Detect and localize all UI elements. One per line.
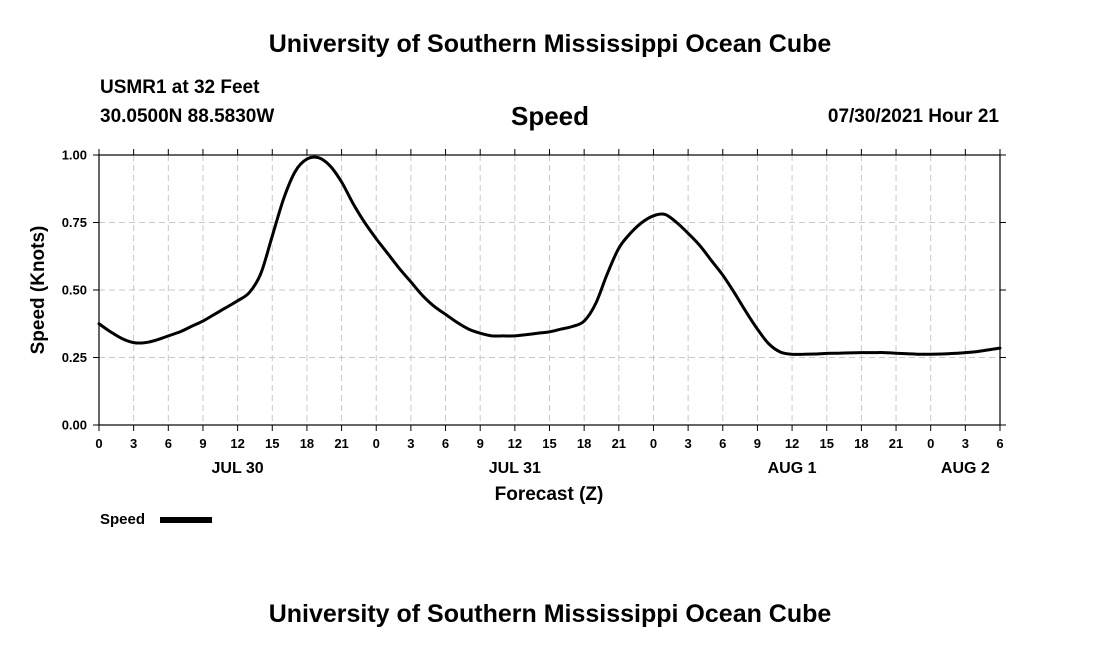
station-label: USMR1 at 32 Feet (100, 77, 260, 98)
station-coordinates: 30.0500N 88.5830W (100, 106, 275, 127)
day-label: JUL 30 (212, 460, 264, 477)
y-tick-label: 0.25 (62, 350, 87, 365)
x-tick-label: 3 (130, 436, 137, 451)
x-tick-label: 15 (265, 436, 279, 451)
x-tick-label: 6 (996, 436, 1003, 451)
x-tick-label: 0 (95, 436, 102, 451)
x-tick-label: 18 (854, 436, 868, 451)
x-tick-label: 6 (719, 436, 726, 451)
page-title-top: University of Southern Mississippi Ocean… (268, 30, 832, 58)
x-tick-label: 18 (300, 436, 314, 451)
axis-ticks: 0.00 0.25 0.50 0.75 1.00 0 3 6 9 12 15 18 21 0 3 6 9 12 15… (62, 148, 1006, 477)
x-axis-title: Forecast (Z) (495, 484, 604, 505)
x-tick-label: 12 (785, 436, 799, 451)
x-tick-label: 9 (754, 436, 761, 451)
x-tick-label: 18 (577, 436, 591, 451)
day-label: AUG 1 (768, 460, 817, 477)
legend: Speed (100, 511, 212, 528)
x-tick-label: 0 (927, 436, 934, 451)
y-tick-label: 0.75 (62, 215, 87, 230)
y-tick-label: 0.00 (62, 418, 87, 433)
page-title-bottom: University of Southern Mississippi Ocean… (268, 600, 832, 628)
chart-grid (99, 155, 1000, 425)
x-tick-label: 21 (334, 436, 348, 451)
x-tick-label: 15 (542, 436, 556, 451)
forecast-datetime: 07/30/2021 Hour 21 (827, 106, 999, 127)
x-tick-label: 15 (819, 436, 833, 451)
x-tick-label: 3 (684, 436, 691, 451)
chart-title: Speed (510, 101, 590, 131)
x-tick-label: 21 (889, 436, 903, 451)
y-tick-label: 0.50 (62, 283, 87, 298)
day-label: AUG 2 (941, 460, 990, 477)
x-tick-label: 6 (442, 436, 449, 451)
x-tick-label: 3 (962, 436, 969, 451)
x-tick-label: 12 (508, 436, 522, 451)
y-tick-label: 1.00 (62, 148, 87, 163)
x-tick-label: 9 (199, 436, 206, 451)
speed-series-line (97, 155, 1002, 356)
x-tick-label: 9 (477, 436, 484, 451)
x-tick-label: 3 (407, 436, 414, 451)
x-tick-label: 12 (230, 436, 244, 451)
legend-label: Speed (100, 511, 145, 528)
y-axis-title: Speed (Knots) (28, 226, 49, 355)
x-tick-label: 21 (612, 436, 626, 451)
x-tick-label: 0 (650, 436, 657, 451)
day-label: JUL 31 (489, 460, 541, 477)
x-tick-label: 0 (373, 436, 380, 451)
series-layer (97, 155, 1002, 356)
x-tick-label: 6 (165, 436, 172, 451)
